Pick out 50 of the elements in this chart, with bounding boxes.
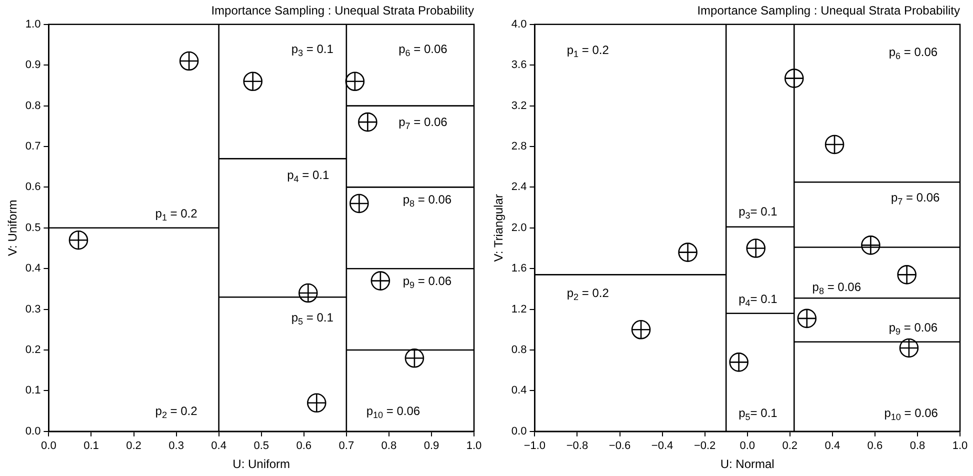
y-tick-label: 3.2 [511,100,527,112]
y-tick-label: 0.4 [511,384,527,397]
x-tick-label: 0.3 [168,440,184,452]
y-tick-label: 1.2 [511,303,527,316]
x-tick-label: 0.8 [381,440,397,452]
y-tick-label: 0.7 [25,140,41,153]
x-tick-label: −0.2 [694,440,716,452]
x-tick-label: 1.0 [466,440,482,452]
x-tick-label: −0.4 [651,440,674,452]
x-tick-label: 0.8 [910,440,926,452]
y-tick-label: 2.8 [511,140,527,153]
x-tick-label: 0.6 [296,440,312,452]
x-tick-label: 0.0 [740,440,755,452]
x-tick-label: 0.4 [824,440,840,452]
x-tick-label: 0.6 [867,440,883,452]
x-tick-label: 0.9 [424,440,440,452]
y-axis-title: V: Uniform [6,200,20,256]
x-tick-label: −0.8 [566,440,588,452]
y-axis-title: V: Triangular [492,194,506,262]
x-tick-label: 0.4 [211,440,226,452]
x-tick-label: −0.6 [608,440,631,452]
y-tick-label: 0.3 [25,303,41,316]
y-tick-label: 0.0 [511,425,527,438]
x-tick-label: 0.5 [254,440,269,452]
y-tick-label: 2.0 [511,222,527,234]
x-axis-title: U: Uniform [232,457,290,472]
y-tick-label: 0.5 [25,222,41,234]
y-tick-label: 2.4 [511,181,527,194]
y-tick-label: 1.0 [25,18,41,30]
x-tick-label: 0.7 [338,440,354,452]
x-tick-label: 0.2 [782,440,798,452]
x-tick-label: 0.1 [84,440,99,452]
y-tick-label: 0.4 [25,262,41,275]
x-tick-label: −1.0 [524,440,546,452]
y-tick-label: 0.0 [25,425,41,438]
y-tick-label: 0.8 [511,344,527,356]
x-axis-title: U: Normal [720,457,774,472]
y-tick-label: 0.2 [25,344,41,356]
chart-title: Importance Sampling : Unequal Strata Probability [211,4,474,18]
y-tick-label: 0.6 [25,181,41,194]
x-tick-label: 1.0 [952,440,968,452]
y-tick-label: 4.0 [511,18,527,30]
y-tick-label: 0.1 [25,384,41,397]
y-tick-label: 0.8 [25,100,41,112]
x-tick-label: 0.0 [41,440,56,452]
y-tick-label: 0.9 [25,59,41,72]
y-tick-label: 1.6 [511,262,527,275]
chart-title: Importance Sampling : Unequal Strata Probability [697,4,960,18]
y-tick-label: 3.6 [511,59,527,72]
x-tick-label: 0.2 [126,440,142,452]
